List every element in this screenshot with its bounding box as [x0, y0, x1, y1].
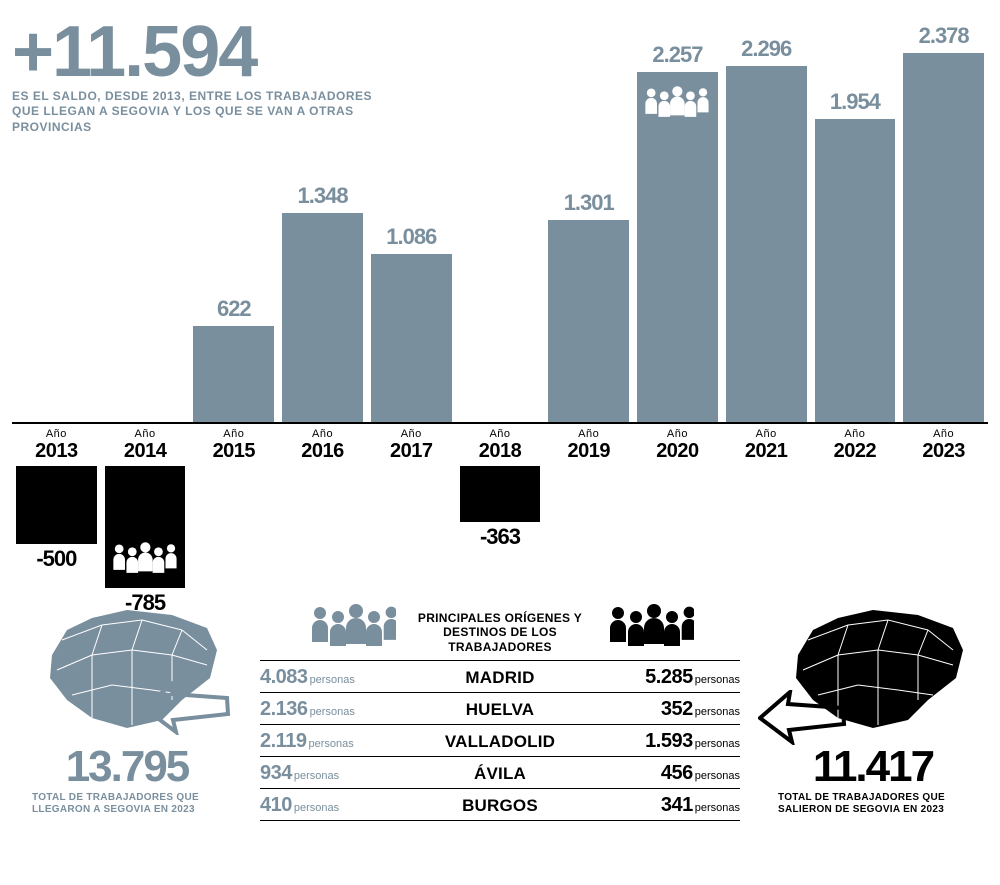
left-big-number: 13.795 — [66, 742, 189, 792]
right-big-number: 11.417 — [813, 742, 933, 792]
arrow-in-icon — [142, 680, 232, 735]
table-header: PRINCIPALES ORÍGENES Y DESTINOS DE LOS T… — [260, 600, 740, 654]
bar-value-label: 1.348 — [278, 183, 367, 209]
bar-value-label: -363 — [456, 524, 545, 550]
cell-city: ÁVILA — [400, 764, 600, 784]
bar-value-label: -500 — [12, 546, 101, 572]
bar-rect — [16, 466, 97, 544]
bar-rect — [815, 119, 896, 422]
year-label: Año2016 — [278, 428, 367, 463]
cell-in: 2.136personas — [260, 698, 400, 721]
bar-rect — [371, 254, 452, 422]
year-label: Año2015 — [189, 428, 278, 463]
bar-rect — [548, 220, 629, 422]
cell-in: 2.119personas — [260, 730, 400, 753]
bar-value-label: 1.954 — [811, 89, 900, 115]
year-label: Año2017 — [367, 428, 456, 463]
people-icon — [641, 78, 714, 128]
right-caption: TOTAL DE TRABAJADORES QUE SALIERON DE SE… — [778, 792, 968, 816]
table-row: 410personasBURGOS341personas — [260, 789, 740, 821]
bar-2013: Año2013 -500 — [12, 20, 101, 595]
bar-value-label: 2.296 — [722, 36, 811, 62]
bar-2018: Año2018 -363 — [456, 20, 545, 595]
bar-rect — [726, 66, 807, 422]
origins-table: PRINCIPALES ORÍGENES Y DESTINOS DE LOS T… — [242, 600, 758, 821]
bar-chart: Año2013 -500Año2014-785Año2015 622 Año2016 1… — [12, 20, 988, 595]
bottom-section: 13.795 TOTAL DE TRABAJADORES QUE LLEGARO… — [12, 600, 988, 875]
cell-out: 341personas — [600, 794, 740, 817]
left-panel: 13.795 TOTAL DE TRABAJADORES QUE LLEGARO… — [12, 600, 242, 816]
arrow-out-icon — [758, 690, 848, 745]
cell-city: BURGOS — [400, 796, 600, 816]
cell-in: 4.083personas — [260, 666, 400, 689]
table-row: 4.083personasMADRID5.285personas — [260, 660, 740, 693]
year-label: Año2019 — [544, 428, 633, 463]
bar-2019: Año2019 1.301 — [544, 20, 633, 595]
bar-2021: Año2021 2.296 — [722, 20, 811, 595]
bar-2023: Año2023 2.378 — [899, 20, 988, 595]
year-label: Año2023 — [899, 428, 988, 463]
map-in — [32, 600, 222, 740]
bar-value-label: 622 — [189, 296, 278, 322]
year-label: Año2018 — [456, 428, 545, 463]
cell-city: VALLADOLID — [400, 732, 600, 752]
cell-out: 352personas — [600, 698, 740, 721]
bar-rect — [460, 466, 541, 522]
year-label: Año2022 — [811, 428, 900, 463]
people-in-icon — [306, 600, 396, 654]
right-panel: 11.417 TOTAL DE TRABAJADORES QUE SALIERO… — [758, 600, 988, 816]
cell-city: MADRID — [400, 668, 600, 688]
table-row: 2.119personasVALLADOLID1.593personas — [260, 725, 740, 757]
left-caption: TOTAL DE TRABAJADORES QUE LLEGARON A SEG… — [32, 792, 222, 816]
bar-value-label: 1.086 — [367, 224, 456, 250]
bar-value-label: 2.378 — [899, 23, 988, 49]
bar-value-label: 1.301 — [544, 190, 633, 216]
bar-rect — [193, 326, 274, 422]
bar-2016: Año2016 1.348 — [278, 20, 367, 595]
year-label: Año2021 — [722, 428, 811, 463]
map-out — [778, 600, 968, 740]
bar-2017: Año2017 1.086 — [367, 20, 456, 595]
people-out-icon — [604, 600, 694, 654]
people-icon — [109, 534, 182, 584]
cell-city: HUELVA — [400, 700, 600, 720]
cell-in: 410personas — [260, 794, 400, 817]
year-label: Año2020 — [633, 428, 722, 463]
bar-rect — [282, 213, 363, 422]
bar-2014: Año2014-785 — [101, 20, 190, 595]
table-row: 2.136personasHUELVA352personas — [260, 693, 740, 725]
cell-in: 934personas — [260, 762, 400, 785]
table-row: 934personasÁVILA456personas — [260, 757, 740, 789]
bar-rect — [903, 53, 984, 422]
cell-out: 1.593personas — [600, 730, 740, 753]
year-label: Año2013 — [12, 428, 101, 463]
bar-2020: Año2020 2.257 — [633, 20, 722, 595]
bar-2015: Año2015 622 — [189, 20, 278, 595]
cell-out: 456personas — [600, 762, 740, 785]
year-label: Año2014 — [101, 428, 190, 463]
bar-value-label: 2.257 — [633, 42, 722, 68]
table-title: PRINCIPALES ORÍGENES Y DESTINOS DE LOS T… — [410, 611, 590, 654]
cell-out: 5.285personas — [600, 666, 740, 689]
bar-2022: Año2022 1.954 — [811, 20, 900, 595]
